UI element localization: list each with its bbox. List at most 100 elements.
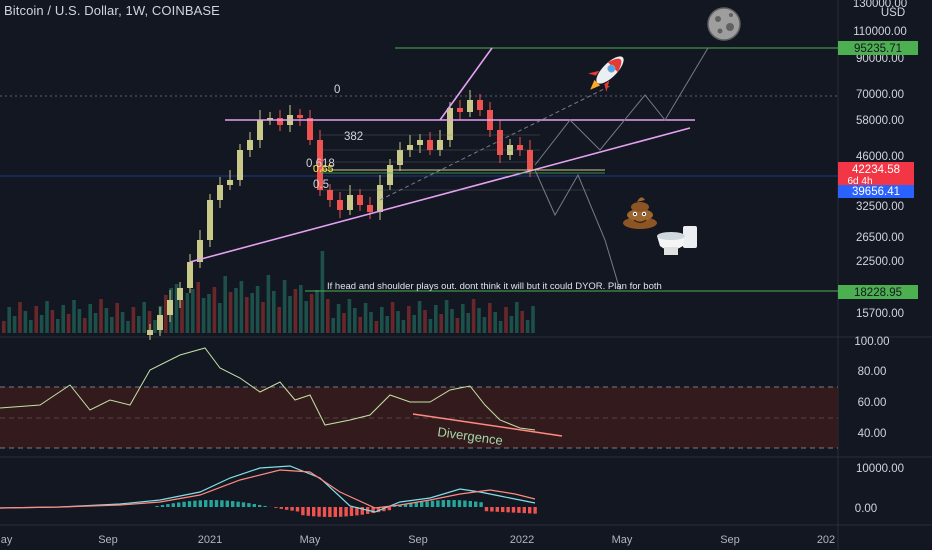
candle-body (357, 195, 363, 205)
time-label: 2022 (510, 534, 534, 546)
svg-text:95235.71: 95235.71 (854, 43, 902, 55)
rocket-icon (588, 56, 624, 92)
volume-bar (407, 306, 411, 333)
candle-body (447, 108, 453, 140)
volume-bar (50, 310, 55, 333)
volume-bars (2, 251, 535, 333)
volume-bar (191, 289, 195, 333)
macd-bar (447, 500, 451, 507)
candle-body (217, 185, 223, 200)
macd-bar (204, 500, 208, 507)
volume-bar (498, 321, 503, 333)
fib-label-065: 0.65 (313, 163, 334, 175)
macd-bar (214, 500, 219, 507)
volume-bar (110, 317, 114, 333)
volume-bar (164, 295, 168, 333)
macd-bar (533, 507, 537, 514)
price-axis[interactable]: 130000.00 USD 110000.00 90000.00 70000.0… (853, 0, 907, 320)
volume-bar (218, 303, 222, 333)
macd-bar (387, 507, 391, 511)
volume-bar (293, 289, 298, 333)
volume-bar (450, 309, 454, 333)
macd-bar (511, 507, 516, 513)
current-price-badge: 42234.58 6d 4h (838, 162, 914, 187)
time-label: Sep (408, 534, 428, 546)
macd-bar (225, 500, 229, 507)
volume-bar (401, 320, 406, 333)
volume-bar (228, 292, 233, 333)
volume-bar (126, 321, 130, 333)
candle-body (347, 195, 353, 210)
volume-bar (477, 308, 481, 333)
price-label: 130000.00 (853, 0, 907, 10)
volume-bar (255, 286, 260, 333)
volume-bar (385, 316, 389, 333)
price-label: 58000.00 (856, 115, 904, 127)
volume-bar (461, 304, 465, 333)
poop-icon (623, 197, 657, 229)
volume-bar (142, 302, 146, 333)
volume-bar (434, 305, 438, 333)
volume-bar (277, 307, 281, 333)
macd-bar (425, 501, 429, 507)
macd-bar (295, 507, 300, 512)
macd-bar (403, 504, 408, 507)
time-label: May (612, 534, 633, 546)
volume-bar (363, 303, 368, 333)
macd-bar (312, 507, 316, 517)
macd-bar (177, 502, 181, 507)
candle-body (267, 118, 273, 120)
macd-bar (430, 500, 435, 507)
candle-body (157, 315, 163, 330)
macd-bar (393, 506, 397, 507)
price-label: 15700.00 (856, 308, 904, 320)
macd-line (0, 465, 536, 513)
macd-bar (344, 507, 348, 517)
macd-label: 10000.00 (856, 463, 904, 475)
time-axis[interactable]: May Sep 2021 May Sep 2022 May Sep 202 (0, 534, 835, 546)
volume-bar (153, 320, 157, 333)
rsi-label: 100.00 (854, 336, 889, 348)
macd-bar (441, 500, 445, 507)
macd-bar (301, 507, 305, 516)
rsi-label: 40.00 (858, 428, 887, 440)
volume-bar (320, 251, 325, 333)
macd-bar (166, 504, 170, 507)
volume-bar (2, 321, 6, 333)
volume-bar (288, 296, 292, 333)
macd-axis[interactable]: 10000.00 0.00 (855, 463, 904, 515)
volume-bar (93, 313, 98, 333)
volume-bar (509, 316, 514, 333)
candle-body (467, 100, 473, 112)
candle-body (227, 180, 233, 185)
volume-bar (185, 293, 190, 333)
volume-bar (315, 290, 319, 333)
macd-bar (252, 504, 256, 507)
candle-body (437, 140, 443, 150)
volume-bar (531, 306, 535, 333)
fib-label-zero: 0 (334, 84, 340, 96)
volume-bar (99, 299, 103, 333)
chart-title: Bitcoin / U.S. Dollar, 1W, COINBASE (4, 3, 220, 18)
volume-bar (374, 321, 379, 333)
macd-bar (279, 507, 283, 509)
macd-bar (360, 507, 364, 515)
rsi-line (0, 347, 536, 431)
volume-bar (137, 316, 141, 333)
volume-bar (147, 311, 152, 333)
macd-bar (506, 507, 510, 513)
volume-bar (234, 288, 238, 333)
macd-bar (490, 507, 494, 512)
price-label: 90000.00 (856, 53, 904, 65)
macd-histogram (155, 500, 537, 517)
macd-bar (241, 502, 246, 507)
rsi-band (0, 387, 838, 448)
time-label: May (0, 534, 13, 546)
macd-bar (333, 507, 337, 517)
rsi-axis[interactable]: 100.00 80.00 60.00 40.00 (854, 336, 889, 440)
candle-body (167, 300, 173, 315)
volume-bar (120, 312, 125, 333)
macd-bar (484, 507, 489, 512)
fib-label-05: 0.5 (313, 179, 329, 191)
